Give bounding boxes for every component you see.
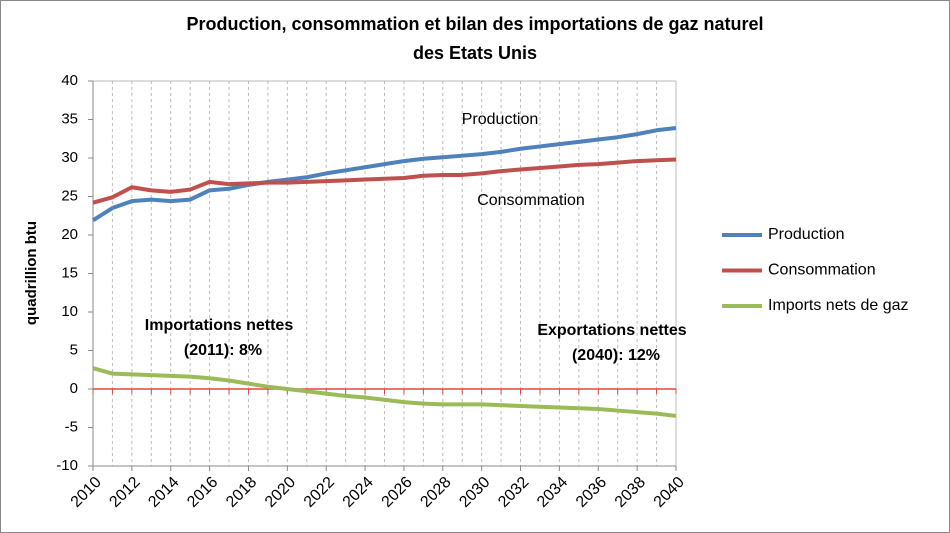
y-tick-label: 35	[61, 110, 78, 127]
legend-label: Imports nets de gaz	[768, 297, 909, 314]
y-tick-label: 5	[70, 341, 78, 358]
annotation: Production	[462, 111, 539, 128]
legend-label: Consommation	[768, 262, 876, 279]
y-tick-label: 0	[70, 380, 78, 397]
annotation: Consommation	[477, 192, 585, 209]
y-tick-label: 20	[61, 226, 78, 243]
y-tick-label: 40	[61, 72, 78, 89]
data-line	[91, 125, 677, 223]
y-tick-label: 25	[61, 187, 78, 204]
data-line	[92, 157, 677, 205]
data-line	[92, 366, 677, 418]
chart-title: des Etats Unis	[413, 43, 537, 63]
y-tick-label: 10	[61, 303, 78, 320]
chart-title: Production, consommation et bilan des im…	[186, 14, 763, 34]
annotation: Importations nettes	[145, 317, 294, 334]
legend-label: Production	[768, 226, 845, 243]
y-tick-label: 15	[61, 264, 78, 281]
annotation: Exportations nettes	[537, 322, 686, 339]
y-axis-label: quadrillion btu	[23, 221, 40, 325]
y-tick-label: -5	[65, 418, 78, 435]
annotation: (2040): 12%	[572, 347, 660, 364]
y-tick-label: 30	[61, 149, 78, 166]
y-tick-label: -10	[56, 457, 78, 474]
annotation: (2011): 8%	[184, 342, 262, 359]
